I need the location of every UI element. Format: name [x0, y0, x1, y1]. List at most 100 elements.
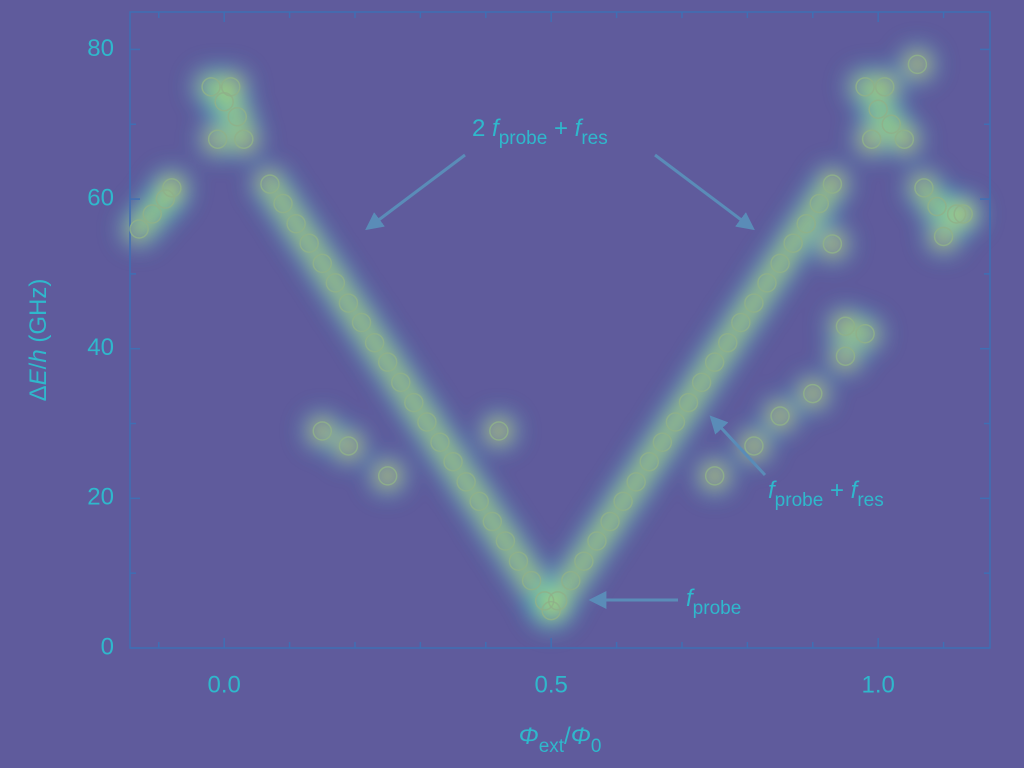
point — [273, 193, 293, 214]
point — [220, 77, 241, 97]
plot-frame — [129, 11, 991, 649]
text-part: res — [581, 128, 607, 149]
point — [312, 253, 333, 274]
text-part: res — [857, 490, 883, 511]
text-part: E — [25, 368, 52, 385]
point — [364, 332, 385, 353]
text-part: probe — [775, 490, 824, 511]
text-part: Δ — [25, 385, 52, 401]
point — [338, 436, 359, 456]
point — [835, 346, 856, 366]
point — [129, 219, 149, 239]
point — [907, 54, 928, 75]
point — [541, 600, 561, 621]
point — [155, 189, 176, 209]
text-part: f — [492, 115, 501, 142]
point — [678, 392, 699, 413]
y-tick-label: 40 — [87, 334, 114, 361]
text-part: probe — [693, 598, 742, 619]
text-part: h — [25, 349, 52, 362]
text-part: Φ — [571, 723, 591, 750]
y-tick-label: 60 — [87, 184, 114, 211]
point — [803, 383, 823, 404]
arrow — [365, 153, 466, 231]
arrow — [654, 153, 755, 231]
point — [142, 204, 162, 224]
point — [704, 352, 725, 372]
text-part: 2 — [472, 115, 492, 142]
y-tick-label: 20 — [87, 484, 114, 511]
point — [809, 193, 830, 214]
point — [835, 316, 856, 337]
y-axis-label: ΔE/h (GHz) — [25, 279, 52, 402]
point — [691, 372, 712, 393]
text-part: (GHz) — [25, 279, 52, 350]
point — [391, 372, 411, 393]
arrows — [365, 153, 767, 609]
point — [227, 107, 248, 127]
point — [377, 466, 398, 486]
point — [861, 129, 882, 149]
point — [731, 312, 751, 333]
text-part: / — [564, 723, 571, 750]
text-part: f — [768, 477, 777, 504]
point — [286, 214, 306, 234]
point — [946, 204, 967, 224]
point — [855, 77, 875, 97]
point — [312, 421, 333, 441]
point — [933, 226, 954, 247]
point — [547, 591, 568, 611]
y-tick-label: 0 — [101, 633, 114, 660]
point — [207, 129, 228, 149]
arrow — [709, 415, 767, 477]
point — [521, 570, 542, 591]
point — [744, 293, 764, 313]
point — [770, 406, 790, 426]
text-part: f — [686, 585, 695, 612]
point — [561, 570, 581, 591]
point — [351, 312, 372, 333]
point — [430, 432, 450, 452]
text-part: + — [823, 477, 850, 504]
point — [404, 392, 424, 413]
x-tick-label: 0.0 — [207, 671, 240, 698]
point — [299, 233, 319, 253]
point — [822, 234, 843, 254]
text-part: / — [25, 362, 52, 369]
point — [613, 491, 633, 512]
axes — [130, 12, 990, 649]
point — [914, 178, 934, 198]
annotation: fprobe — [686, 585, 741, 619]
point — [495, 531, 516, 551]
point — [927, 196, 947, 217]
point — [639, 451, 660, 472]
annotation: 2 fprobe + fres — [472, 115, 608, 149]
text-part: + — [547, 115, 574, 142]
point — [377, 352, 398, 372]
point — [201, 77, 221, 97]
point — [744, 436, 764, 456]
annotation: fprobe + fres — [768, 477, 884, 511]
point — [757, 273, 777, 293]
x-tick-label: 1.0 — [861, 671, 894, 698]
point — [587, 531, 607, 551]
point — [665, 412, 686, 432]
point — [260, 174, 280, 194]
point — [234, 129, 254, 149]
point — [874, 77, 895, 97]
point — [162, 178, 182, 198]
points — [129, 54, 973, 621]
text-part: f — [851, 477, 860, 504]
point — [881, 114, 901, 134]
point — [652, 432, 673, 452]
point — [489, 421, 509, 441]
x-axis-label: Φext/Φ0 — [519, 723, 602, 757]
point — [469, 491, 489, 512]
point — [456, 472, 476, 492]
point — [600, 511, 620, 532]
point — [704, 466, 725, 486]
point — [534, 591, 555, 611]
